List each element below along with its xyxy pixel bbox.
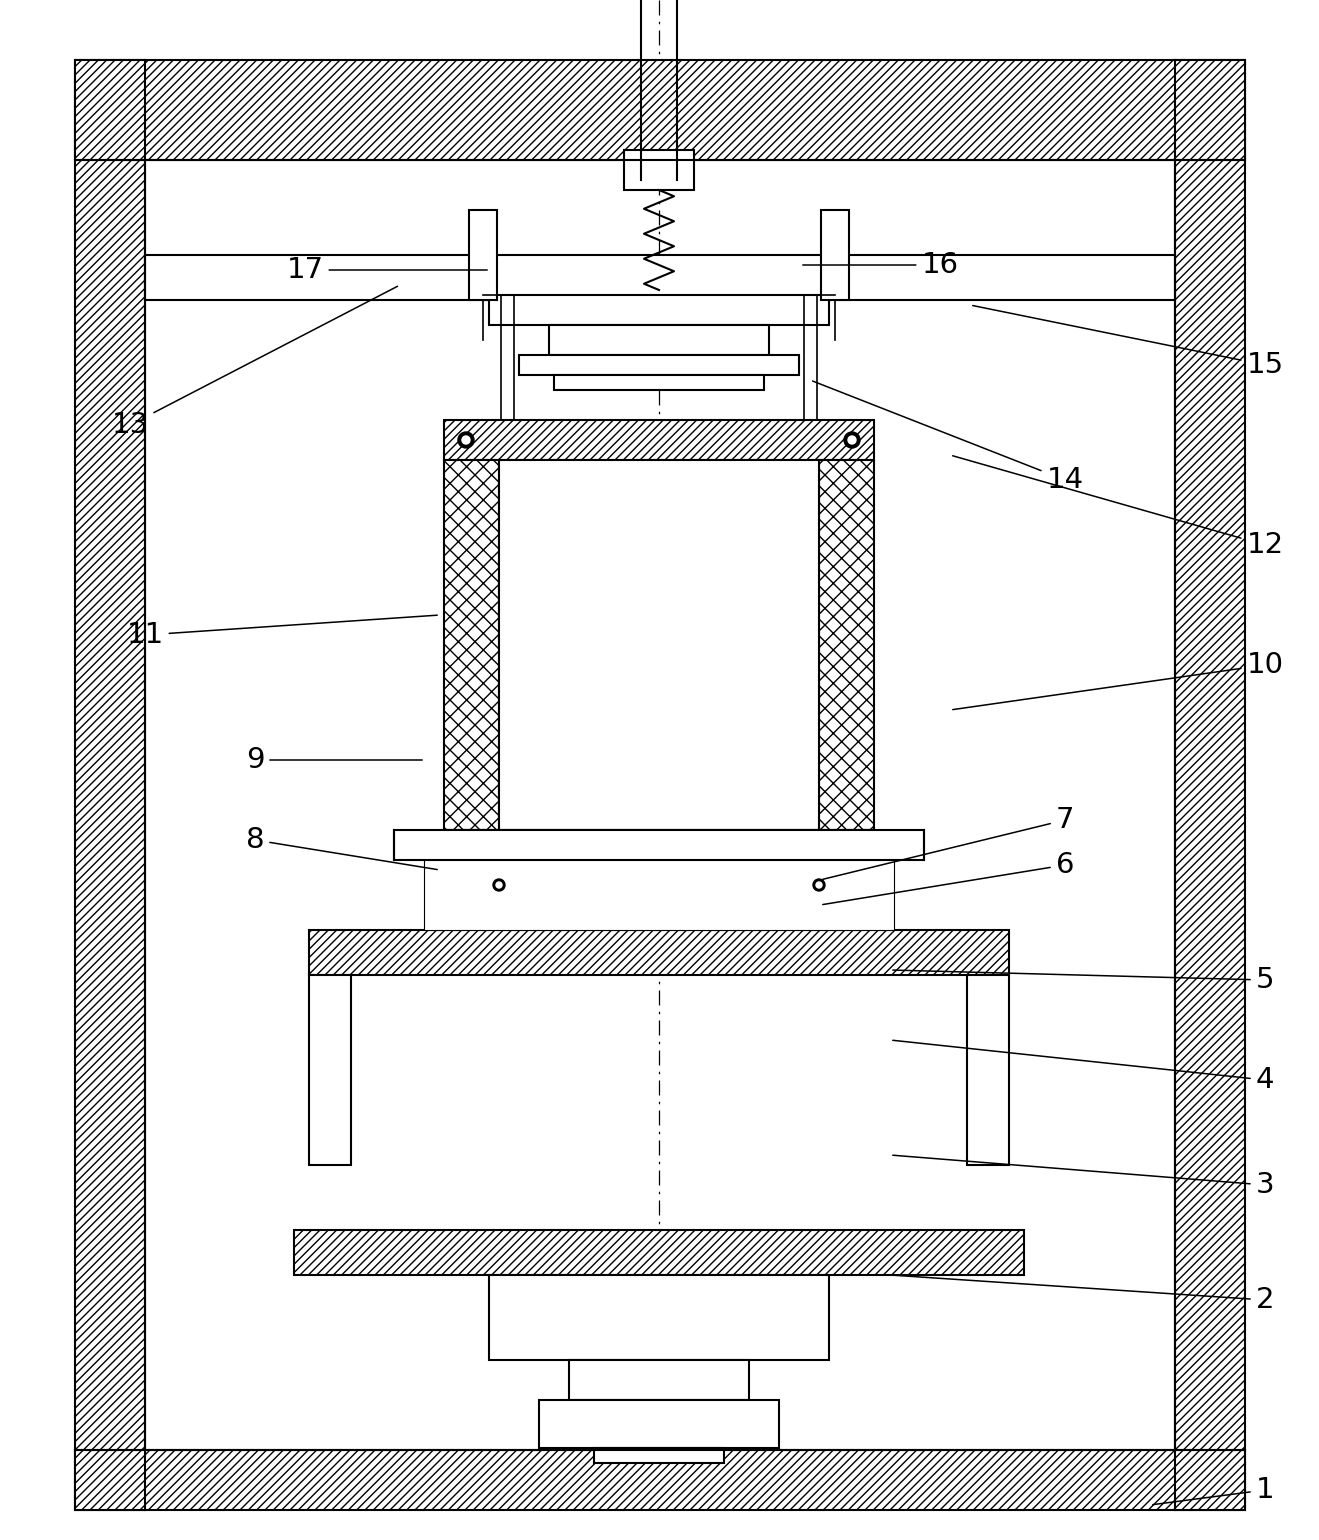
Text: 9: 9	[245, 745, 422, 775]
Bar	[518, 356, 799, 376]
Text: 5: 5	[893, 966, 1274, 993]
Bar	[309, 975, 351, 1164]
Circle shape	[844, 433, 860, 448]
Circle shape	[496, 882, 503, 889]
Text: 2: 2	[893, 1275, 1274, 1314]
Bar	[1175, 60, 1245, 1511]
Text: 12: 12	[952, 456, 1283, 559]
Circle shape	[462, 436, 470, 444]
Bar	[145, 256, 1175, 300]
Text: 1: 1	[1153, 1475, 1274, 1505]
Text: 15: 15	[972, 305, 1283, 379]
Text: 6: 6	[823, 852, 1074, 904]
Text: 17: 17	[286, 256, 487, 283]
Bar	[568, 1360, 749, 1400]
Bar	[470, 209, 497, 300]
Circle shape	[816, 882, 822, 889]
Circle shape	[493, 879, 505, 892]
Bar	[75, 60, 145, 1511]
Bar	[549, 325, 769, 356]
Bar	[489, 296, 830, 325]
Bar	[499, 460, 819, 830]
Bar	[499, 865, 819, 890]
Bar	[539, 1400, 780, 1448]
Bar	[309, 930, 1009, 975]
Bar	[967, 975, 1009, 1164]
Bar	[819, 460, 874, 830]
Circle shape	[813, 879, 824, 892]
Text: 7: 7	[823, 805, 1074, 879]
Bar	[624, 149, 694, 189]
Text: 14: 14	[813, 380, 1084, 494]
Bar	[495, 909, 824, 922]
Bar	[495, 890, 824, 909]
Text: 16: 16	[803, 251, 959, 279]
Text: 3: 3	[893, 1155, 1274, 1200]
Bar	[820, 209, 849, 300]
Bar	[445, 460, 499, 830]
Bar	[75, 1451, 1245, 1511]
Text: 8: 8	[245, 825, 438, 870]
Bar	[489, 1275, 830, 1360]
Text: 11: 11	[127, 614, 437, 648]
Circle shape	[848, 436, 856, 444]
Text: 10: 10	[952, 651, 1283, 710]
Bar	[445, 420, 874, 460]
Bar	[594, 1448, 724, 1463]
Bar	[394, 830, 925, 859]
Bar	[294, 1230, 1024, 1275]
Text: 4: 4	[893, 1041, 1274, 1093]
Bar	[554, 376, 764, 390]
Bar	[75, 60, 1245, 160]
Bar	[445, 830, 874, 865]
Text: 13: 13	[111, 286, 397, 439]
Circle shape	[458, 433, 474, 448]
Bar	[423, 859, 894, 930]
